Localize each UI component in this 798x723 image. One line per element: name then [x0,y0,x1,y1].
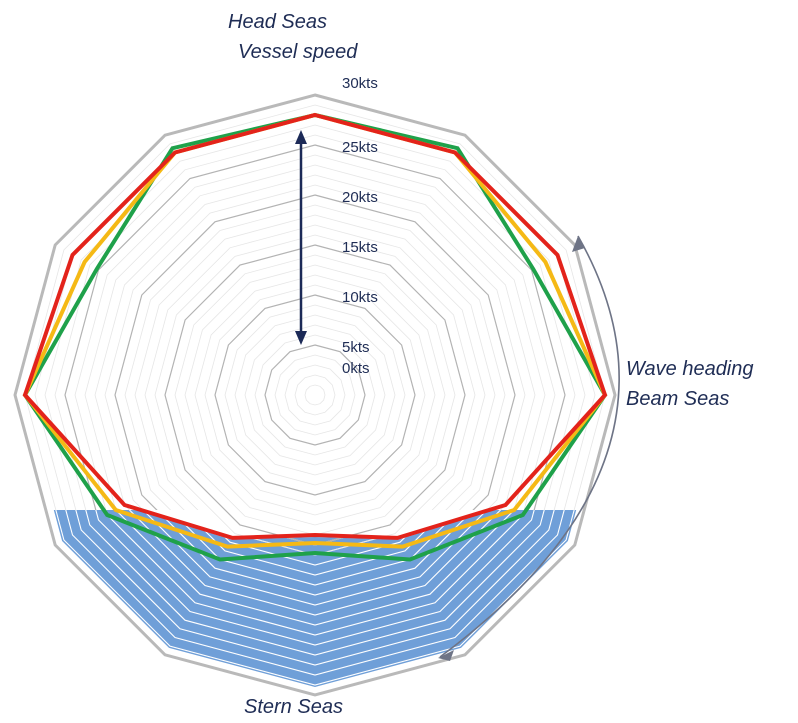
series-layer [22,112,608,562]
tick-label: 25kts [342,139,378,156]
vessel-speed-label: Vessel speed [238,41,358,63]
grid-ring-minor [304,384,326,406]
stern-shade-ring [128,510,502,616]
stern-shade-ring [65,510,565,676]
series-red [22,112,608,540]
wave-heading-label: Wave heading [626,358,754,380]
stern-shade-ring [183,510,447,576]
stern-shade-ring [85,510,545,656]
grid-ring-minor [274,354,356,436]
grid-ring-minor [224,304,406,486]
tick-label: 15kts [342,239,378,256]
stern-shade-ring [197,510,433,566]
stern-shade-ring [75,510,555,666]
rotation-arc-arrowhead-bottom [438,650,454,661]
stern-shade-ring [95,510,535,646]
stern-shade-ring [156,510,474,596]
stern-shading [53,510,577,687]
grid-ring-minor [284,364,346,426]
tick-label: 10kts [342,289,378,306]
rotation-arc [439,235,620,658]
speed-arrow [295,130,307,345]
stern-shade-ring [55,510,575,686]
stern-shade-ring [105,510,525,636]
tick-label: 5kts [342,339,370,356]
series-green [22,112,608,562]
grid-ring-minor [234,314,396,476]
stern-shade-ring [142,510,488,606]
speed-arrow-head-down [295,331,307,345]
grid-ring-major [214,294,416,496]
grid-ring-inner [294,510,336,516]
stern-shaded-area [53,510,577,687]
series-yellow [22,112,608,549]
tick-label: 0kts [342,360,370,377]
grid-ring-inner [257,510,373,526]
grid-ring-major [264,344,366,446]
grid-ring-minor [204,284,426,506]
grid-ring-minor [244,324,386,466]
tick-labels: 30kts 25kts 20kts 15kts 10kts 5kts 0kts [342,75,378,377]
beam-seas-label: Beam Seas [626,388,729,410]
stern-seas-label: Stern Seas [244,696,343,718]
head-seas-label: Head Seas [228,11,327,33]
tick-label: 20kts [342,189,378,206]
tick-label: 30kts [342,75,378,92]
speed-arrow-head-up [295,130,307,144]
stern-shade-ring [115,510,515,626]
grid-ring-minor [294,374,336,416]
grid-ring-minor [254,334,376,456]
rotation-arc-arrowhead-top [572,236,585,252]
stern-shade-ring [169,510,461,586]
